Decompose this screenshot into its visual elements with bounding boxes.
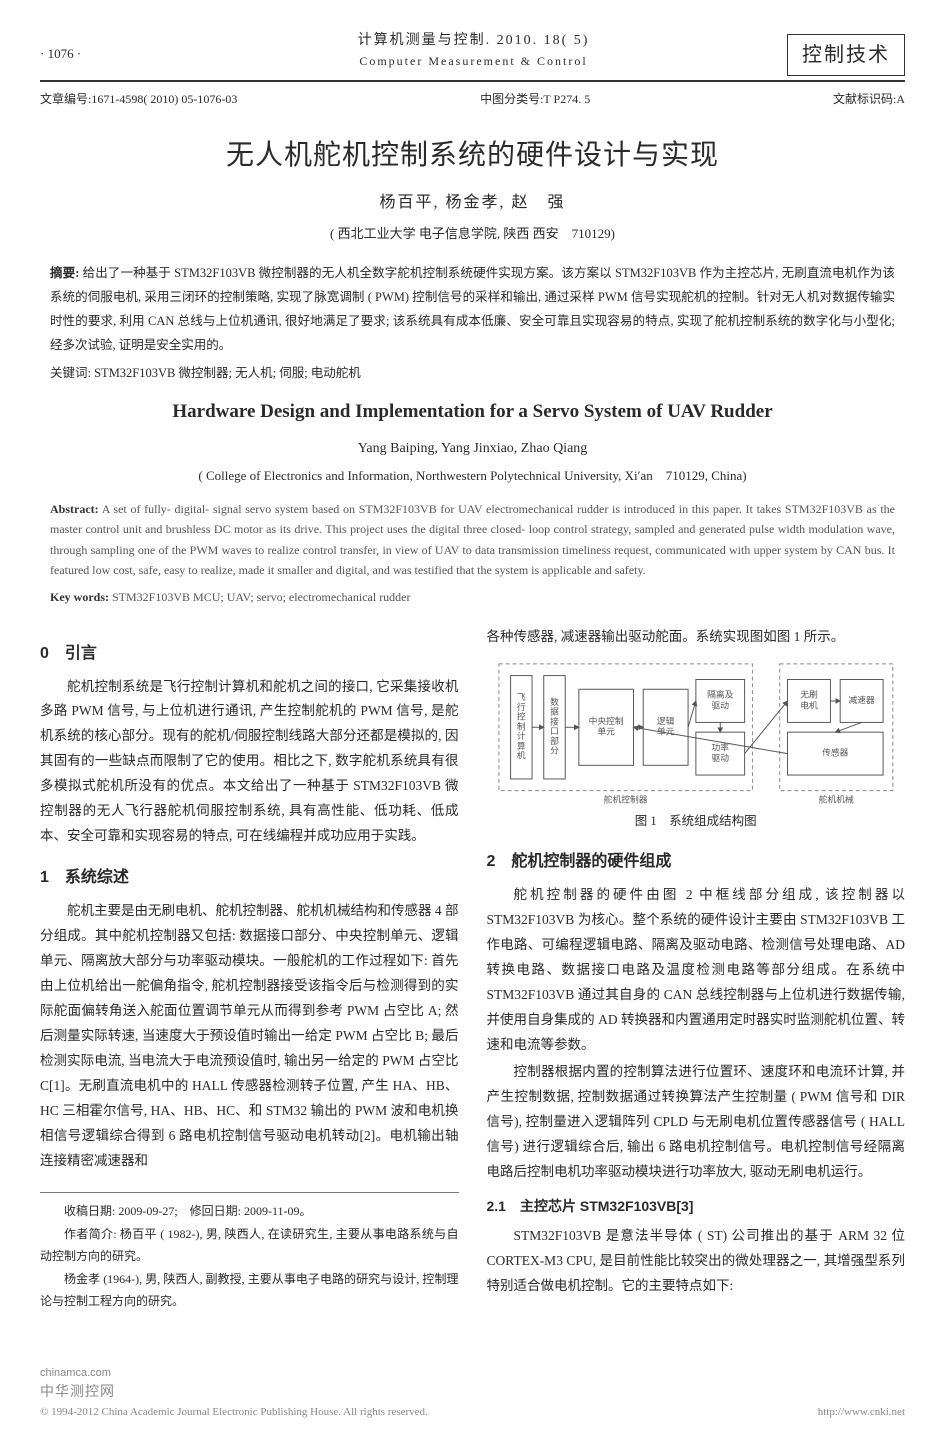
svg-text:单元: 单元 <box>597 726 615 737</box>
svg-text:传感器: 传感器 <box>822 747 849 758</box>
svg-text:舵机控制器: 舵机控制器 <box>604 793 648 804</box>
right-top-para: 各种传感器, 减速器输出驱动舵面。系统实现图如图 1 所示。 <box>487 625 906 650</box>
keywords-en-text: STM32F103VB MCU; UAV; servo; electromech… <box>112 590 411 604</box>
svg-text:无刷: 无刷 <box>800 689 818 699</box>
category-box: 控制技术 <box>787 34 905 76</box>
section-0-heading: 0 引言 <box>40 639 459 669</box>
section-2-heading: 2 舵机控制器的硬件组成 <box>487 847 906 877</box>
figure-1-diagram: 舵机控制器舵机机械飞行控制计算机数据接口部分中央控制单元逻辑单元隔离及驱动功率驱… <box>495 660 897 806</box>
abstract-en: Abstract: A set of fully- digital- signa… <box>50 499 895 581</box>
svg-text:据: 据 <box>550 706 559 717</box>
svg-text:计: 计 <box>517 730 526 741</box>
svg-text:驱动: 驱动 <box>711 700 729 710</box>
article-number: 文章编号:1671-4598( 2010) 05-1076-03 <box>40 90 237 109</box>
svg-text:单元: 单元 <box>657 726 675 737</box>
keywords-en-label: Key words: <box>50 590 109 604</box>
keywords-cn-label: 关键词: <box>50 366 91 380</box>
authors-cn: 杨百平, 杨金孝, 赵 强 <box>40 190 905 216</box>
section-0-para: 舵机控制系统是飞行控制计算机和舵机之间的接口, 它采集接收机多路 PWM 信号,… <box>40 675 459 850</box>
journal-title-cn: 计算机测量与控制. 2010. 18( 5) <box>160 30 787 52</box>
abstract-cn-label: 摘要: <box>50 266 79 280</box>
watermark-url: http://www.cnki.net <box>818 1404 905 1422</box>
affiliation-en: ( College of Electronics and Information… <box>40 466 905 487</box>
footnote-author1: 作者简介: 杨百平 ( 1982-), 男, 陕西人, 在读研究生, 主要从事电… <box>40 1224 459 1267</box>
svg-text:舵机机械: 舵机机械 <box>819 793 854 804</box>
section-2-1-para: STM32F103VB 是意法半导体 ( ST) 公司推出的基于 ARM 32 … <box>487 1224 906 1299</box>
svg-text:部: 部 <box>550 735 559 746</box>
watermark-cn: 中华测控网 <box>40 1382 905 1404</box>
figure-1-caption: 图 1 系统组成结构图 <box>495 810 897 833</box>
class-number: 中图分类号:T P274. 5 <box>480 90 590 109</box>
watermark-copyright: © 1994-2012 China Academic Journal Elect… <box>40 1404 428 1422</box>
svg-text:驱动: 驱动 <box>711 753 729 763</box>
keywords-en: Key words: STM32F103VB MCU; UAV; servo; … <box>50 587 895 607</box>
page-watermark: chinamca.com 中华测控网 © 1994-2012 China Aca… <box>40 1365 905 1423</box>
section-2-para-b: 控制器根据内置的控制算法进行位置环、速度环和电流环计算, 并产生控制数据, 控制… <box>487 1060 906 1185</box>
svg-text:分: 分 <box>550 746 559 756</box>
right-column: 各种传感器, 减速器输出驱动舵面。系统实现图如图 1 所示。 舵机控制器 舵机机械… <box>487 625 906 1315</box>
paper-title-cn: 无人机舵机控制系统的硬件设计与实现 <box>40 133 905 178</box>
svg-text:机: 机 <box>517 749 526 760</box>
journal-header: · 1076 · 计算机测量与控制. 2010. 18( 5) Computer… <box>40 30 905 82</box>
footnotes: 收稿日期: 2009-09-27; 修回日期: 2009-11-09。 作者简介… <box>40 1192 459 1313</box>
svg-text:接: 接 <box>550 715 559 726</box>
section-1-heading: 1 系统综述 <box>40 863 459 893</box>
svg-text:电机: 电机 <box>800 699 818 710</box>
left-column: 0 引言 舵机控制系统是飞行控制计算机和舵机之间的接口, 它采集接收机多路 PW… <box>40 625 459 1315</box>
abstract-cn: 摘要: 给出了一种基于 STM32F103VB 微控制器的无人机全数字舵机控制系… <box>50 262 895 357</box>
page-number: · 1076 · <box>40 30 160 65</box>
keywords-cn: 关键词: STM32F103VB 微控制器; 无人机; 伺服; 电动舵机 <box>50 363 895 383</box>
svg-text:算: 算 <box>517 740 526 751</box>
svg-text:隔离及: 隔离及 <box>707 688 734 699</box>
section-2-para-a: 舵机控制器的硬件由图 2 中框线部分组成, 该控制器以 STM32F103VB … <box>487 883 906 1058</box>
paper-title-en: Hardware Design and Implementation for a… <box>40 397 905 427</box>
section-1-para: 舵机主要是由无刷电机、舵机控制器、舵机机械结构和传感器 4 部分组成。其中舵机控… <box>40 899 459 1174</box>
authors-en: Yang Baiping, Yang Jinxiao, Zhao Qiang <box>40 438 905 460</box>
svg-text:控: 控 <box>517 710 526 721</box>
svg-text:数: 数 <box>550 696 559 707</box>
affiliation-cn: ( 西北工业大学 电子信息学院, 陕西 西安 710129) <box>40 224 905 245</box>
journal-title-block: 计算机测量与控制. 2010. 18( 5) Computer Measurem… <box>160 30 787 72</box>
svg-text:飞: 飞 <box>517 692 526 702</box>
footnote-author2: 杨金孝 (1964-), 男, 陕西人, 副教授, 主要从事电子电路的研究与设计… <box>40 1269 459 1312</box>
article-meta-row: 文章编号:1671-4598( 2010) 05-1076-03 中图分类号:T… <box>40 90 905 109</box>
section-2-1-heading: 2.1 主控芯片 STM32F103VB[3] <box>487 1194 906 1220</box>
abstract-en-label: Abstract: <box>50 502 99 516</box>
svg-text:行: 行 <box>517 701 526 712</box>
footnote-dates: 收稿日期: 2009-09-27; 修回日期: 2009-11-09。 <box>40 1201 459 1223</box>
svg-text:制: 制 <box>517 720 526 731</box>
svg-text:逻辑: 逻辑 <box>657 715 675 726</box>
svg-text:减速器: 减速器 <box>848 694 875 705</box>
body-columns: 0 引言 舵机控制系统是飞行控制计算机和舵机之间的接口, 它采集接收机多路 PW… <box>40 625 905 1315</box>
journal-title-en: Computer Measurement & Control <box>160 52 787 71</box>
watermark-site: chinamca.com <box>40 1365 905 1383</box>
keywords-cn-text: STM32F103VB 微控制器; 无人机; 伺服; 电动舵机 <box>94 366 361 380</box>
svg-text:口: 口 <box>550 726 559 736</box>
abstract-cn-text: 给出了一种基于 STM32F103VB 微控制器的无人机全数字舵机控制系统硬件实… <box>50 266 895 351</box>
svg-text:中央控制: 中央控制 <box>589 715 624 726</box>
figure-1: 舵机控制器舵机机械飞行控制计算机数据接口部分中央控制单元逻辑单元隔离及驱动功率驱… <box>495 660 897 833</box>
doc-code: 文献标识码:A <box>833 90 905 109</box>
abstract-en-text: A set of fully- digital- signal servo sy… <box>50 502 895 577</box>
